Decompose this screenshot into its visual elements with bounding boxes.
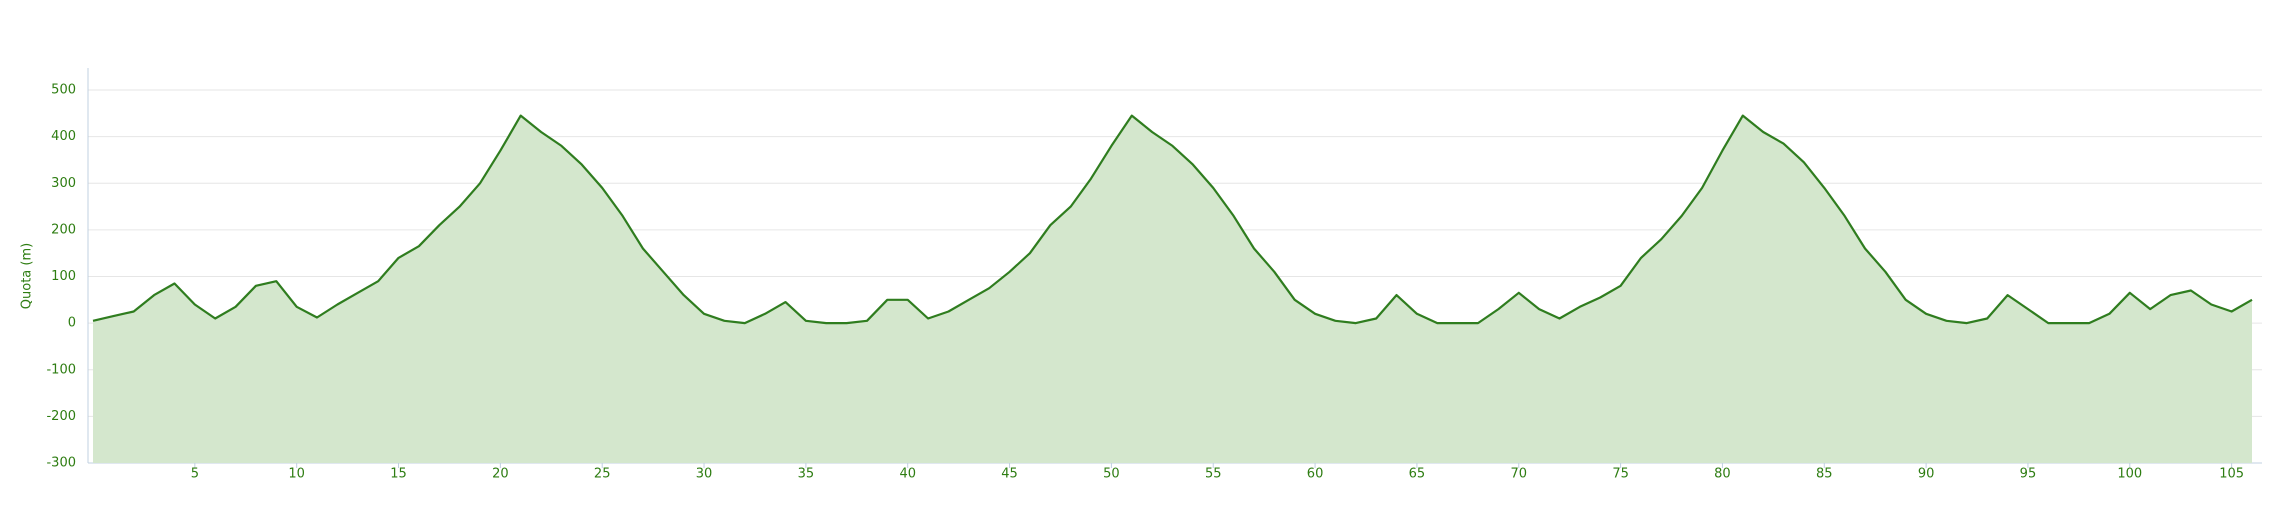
- x-tick-label: 105: [2219, 467, 2244, 482]
- x-tick-label: 45: [1001, 467, 1018, 482]
- x-tick-label: 10: [288, 467, 305, 482]
- x-tick-label: 95: [2020, 467, 2037, 482]
- x-tick-label: 55: [1205, 467, 1222, 482]
- y-tick-label: 0: [68, 316, 76, 331]
- y-tick-label: -100: [46, 362, 76, 377]
- y-axis-label: Quota (m): [20, 243, 35, 309]
- x-tick-label: 85: [1816, 467, 1833, 482]
- x-tick-label: 15: [390, 467, 407, 482]
- x-tick-label: 25: [594, 467, 611, 482]
- x-tick-label: 60: [1307, 467, 1324, 482]
- y-tick-label: 100: [51, 269, 76, 284]
- x-tick-label: 90: [1918, 467, 1935, 482]
- y-tick-label: 300: [51, 176, 76, 191]
- x-tick-label: 65: [1409, 467, 1426, 482]
- x-tick-label: 50: [1103, 467, 1120, 482]
- y-tick-label: -300: [46, 456, 76, 471]
- x-tick-label: 5: [191, 467, 199, 482]
- y-tick-label: 400: [51, 129, 76, 144]
- y-tick-label: -200: [46, 409, 76, 424]
- elevation-area: [93, 115, 2252, 463]
- x-tick-label: 75: [1612, 467, 1629, 482]
- x-tick-label: 40: [899, 467, 916, 482]
- x-tick-label: 80: [1714, 467, 1731, 482]
- y-tick-label: 500: [51, 83, 76, 98]
- x-tick-label: 70: [1510, 467, 1527, 482]
- x-tick-label: 30: [696, 467, 713, 482]
- x-tick-label: 35: [798, 467, 815, 482]
- x-tick-label: 20: [492, 467, 509, 482]
- elevation-line: [92, 114, 2253, 325]
- x-tick-label: 100: [2117, 467, 2142, 482]
- y-tick-label: 200: [51, 222, 76, 237]
